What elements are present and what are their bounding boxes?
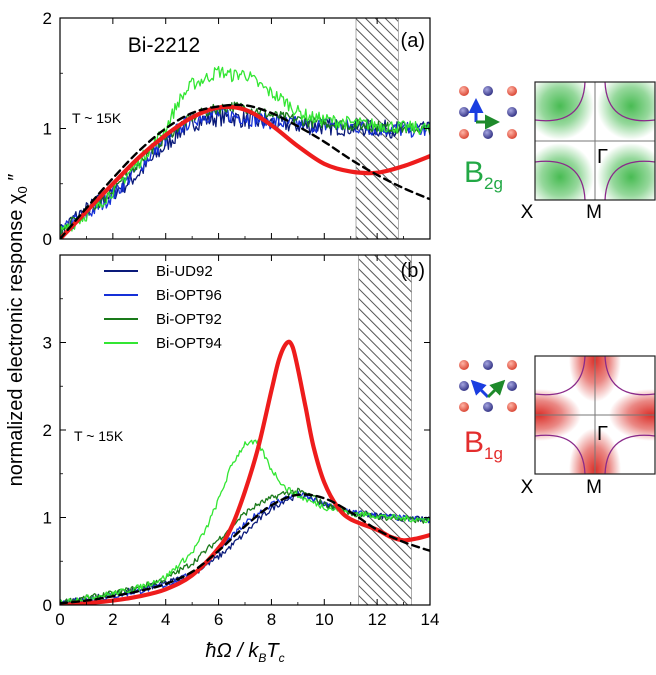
y-tick-label: 1 bbox=[43, 509, 52, 528]
legend-label: Bi-OPT94 bbox=[156, 335, 222, 352]
panel-a-series-normal-state bbox=[60, 103, 430, 239]
atom-blue bbox=[483, 360, 493, 370]
b2g-x-label: X bbox=[521, 202, 534, 223]
legend-label: Bi-UD92 bbox=[156, 263, 213, 280]
y-title-prime: ″ bbox=[5, 174, 27, 187]
b2g-subscript: 2g bbox=[484, 174, 503, 193]
atom-blue bbox=[507, 107, 517, 117]
y-tick-label: 0 bbox=[43, 596, 52, 615]
y-tick-label: 3 bbox=[43, 334, 52, 353]
atom-red bbox=[507, 402, 517, 412]
panel-a-temperature: T ~ 15K bbox=[72, 110, 122, 126]
x-tick-label: 8 bbox=[267, 610, 276, 629]
b1g-brillouin-zone bbox=[535, 356, 655, 474]
polarization-arrow-diag-right-icon bbox=[486, 379, 506, 399]
x-tick-label: 6 bbox=[214, 610, 223, 629]
atom-red bbox=[459, 86, 469, 96]
y-axis-title: normalized electronic response χ0 ″ bbox=[5, 174, 30, 487]
y-title-sub: 0 bbox=[15, 186, 30, 193]
atom-blue bbox=[483, 402, 493, 412]
panel-b-series-theory bbox=[60, 339, 430, 605]
b2g-brillouin-zone bbox=[535, 82, 655, 200]
x-title-sub1: B bbox=[258, 651, 266, 665]
y-tick-label: 2 bbox=[43, 9, 52, 28]
panel-b-shaded-band bbox=[358, 254, 412, 606]
x-title-h: ħΩ / k bbox=[205, 640, 259, 662]
legend-label: Bi-OPT92 bbox=[156, 311, 222, 328]
panel-a-title: Bi-2212 bbox=[128, 34, 200, 57]
panel-b-series-bi-opt94 bbox=[60, 439, 430, 605]
atom-red bbox=[507, 129, 517, 139]
atom-red bbox=[507, 86, 517, 96]
b1g-letter: B bbox=[464, 426, 484, 459]
legend-label: Bi-OPT96 bbox=[156, 287, 222, 304]
x-tick-label: 12 bbox=[368, 610, 387, 629]
atom-blue bbox=[459, 107, 469, 117]
panel-a-series-bi-opt94 bbox=[60, 65, 430, 237]
inset-b1g: B1g Γ X M bbox=[459, 355, 656, 498]
x-tick-label: 0 bbox=[55, 610, 64, 629]
atom-blue bbox=[507, 381, 517, 391]
x-title-t: T bbox=[266, 640, 280, 662]
y-tick-label: 2 bbox=[43, 421, 52, 440]
b2g-gamma-label: Γ bbox=[597, 146, 608, 168]
x-tick-label: 14 bbox=[421, 610, 440, 629]
panel-a-series-bi-opt96 bbox=[60, 106, 430, 239]
y-tick-label: 1 bbox=[43, 120, 52, 139]
atom-red bbox=[459, 129, 469, 139]
b1g-x-label: X bbox=[521, 477, 534, 498]
inset-b2g: B2g Γ X M bbox=[459, 81, 656, 223]
x-tick-label: 10 bbox=[315, 610, 334, 629]
atom-blue bbox=[483, 86, 493, 96]
b2g-atom-lattice bbox=[459, 86, 517, 139]
b1g-m-label: M bbox=[586, 477, 602, 498]
panel-a: 0 1 2 Bi-2212 (a) T ~ 15K bbox=[43, 9, 431, 249]
b2g-letter: B bbox=[464, 156, 484, 189]
atom-red bbox=[459, 402, 469, 412]
atom-blue bbox=[483, 129, 493, 139]
polarization-arrow-diag-left-icon bbox=[470, 379, 490, 399]
panel-b-label: (b) bbox=[401, 260, 425, 282]
legend: Bi-UD92 Bi-OPT96 Bi-OPT92 Bi-OPT94 bbox=[104, 263, 222, 352]
y-tick-label: 0 bbox=[43, 230, 52, 249]
b1g-atom-lattice bbox=[459, 360, 517, 412]
x-axis-title: ħΩ / kBTc bbox=[205, 640, 284, 665]
panel-b-series-normal-state bbox=[60, 493, 430, 605]
b2g-m-label: M bbox=[586, 202, 602, 223]
x-title-sub2: c bbox=[279, 651, 285, 665]
b1g-symmetry-label: B1g bbox=[464, 426, 503, 463]
panel-b-temperature: T ~ 15K bbox=[74, 428, 124, 444]
x-tick-label: 4 bbox=[161, 610, 170, 629]
atom-blue bbox=[459, 381, 469, 391]
atom-red bbox=[507, 360, 517, 370]
panel-a-label: (a) bbox=[401, 30, 425, 52]
y-title-main: normalized electronic response χ bbox=[5, 193, 27, 486]
atom-red bbox=[459, 360, 469, 370]
x-tick-label: 2 bbox=[108, 610, 117, 629]
b1g-subscript: 1g bbox=[484, 444, 503, 463]
panel-a-series-theory bbox=[60, 104, 430, 239]
b2g-symmetry-label: B2g bbox=[464, 156, 503, 193]
b1g-gamma-label: Γ bbox=[597, 423, 608, 445]
